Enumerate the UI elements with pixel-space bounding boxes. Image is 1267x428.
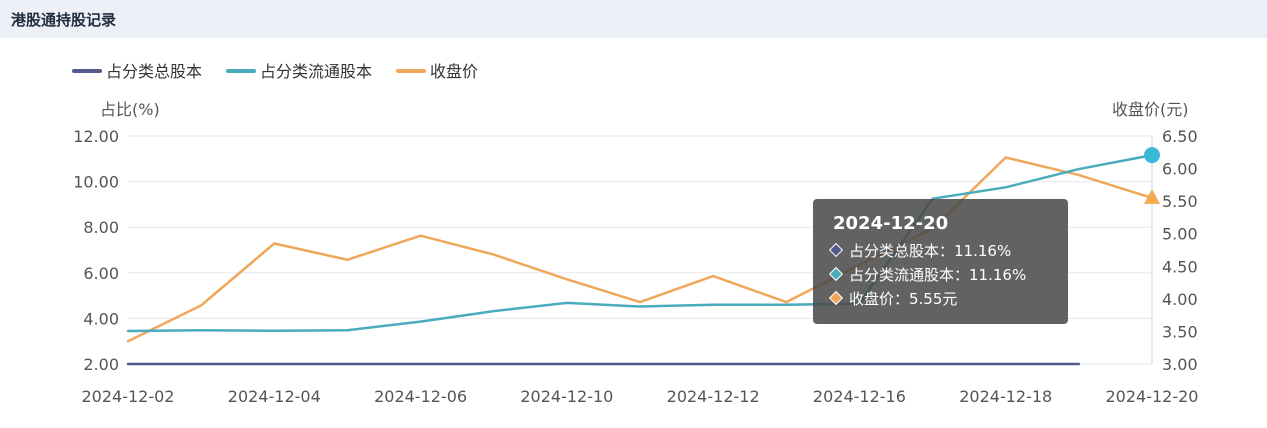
x-tick-label: 2024-12-04 xyxy=(228,387,321,406)
x-tick-label: 2024-12-20 xyxy=(1106,387,1199,406)
y-right-axis-title: 收盘价(元) xyxy=(1112,100,1189,119)
x-tick-label: 2024-12-12 xyxy=(667,387,760,406)
y-left-tick-label: 10.00 xyxy=(73,173,119,192)
diamond-icon xyxy=(828,266,844,281)
chart-tooltip: 2024-12-20 占分类总股本：11.16% 占分类流通股本：11.16% … xyxy=(813,199,1068,324)
y-right-tick-label: 3.50 xyxy=(1162,322,1198,341)
y-right-tick-label: 5.50 xyxy=(1162,192,1198,211)
y-right-tick-label: 3.00 xyxy=(1162,355,1198,374)
diamond-icon xyxy=(828,290,844,305)
series-marker-price xyxy=(1144,188,1160,204)
y-right-tick-label: 4.50 xyxy=(1162,257,1198,276)
legend-label: 占分类流通股本 xyxy=(260,62,372,81)
tooltip-date: 2024-12-20 xyxy=(833,213,949,234)
x-tick-label: 2024-12-06 xyxy=(374,387,467,406)
x-tick-label: 2024-12-02 xyxy=(82,387,175,406)
y-left-tick-label: 4.00 xyxy=(83,309,119,328)
x-tick-label: 2024-12-16 xyxy=(813,387,906,406)
y-left-tick-label: 6.00 xyxy=(83,264,119,283)
tooltip-row-float: 占分类流通股本：11.16% xyxy=(828,264,1027,285)
x-tick-label: 2024-12-10 xyxy=(520,387,613,406)
y-right-tick-label: 6.50 xyxy=(1162,127,1198,146)
series-line-2 xyxy=(126,156,1154,343)
y-right-tick-label: 4.00 xyxy=(1162,290,1198,309)
series-line-1 xyxy=(126,153,1154,333)
tooltip-row-label: 收盘价：5.55元 xyxy=(849,290,958,308)
y-right-tick-label: 5.00 xyxy=(1162,225,1198,244)
y-left-tick-label: 12.00 xyxy=(73,127,119,146)
legend-label: 占分类总股本 xyxy=(106,62,202,81)
y-right-tick-label: 6.00 xyxy=(1162,160,1198,179)
y-left-tick-label: 2.00 xyxy=(83,355,119,374)
y-left-tick-label: 8.00 xyxy=(83,218,119,237)
diamond-icon xyxy=(828,242,844,257)
section-title: 港股通持股记录 xyxy=(11,11,117,29)
y-left-axis-title: 占比(%) xyxy=(100,100,160,119)
section-header: 港股通持股记录 xyxy=(0,0,1267,38)
holding-chart: 2.00 4.00 6.00 8.00 10.00 12.00 3.00 3.50 4.00 4.… xyxy=(72,62,1199,406)
tooltip-row-total: 占分类总股本：11.16% xyxy=(828,240,1012,261)
x-tick-label: 2024-12-18 xyxy=(959,387,1052,406)
tooltip-row-label: 占分类总股本：11.16% xyxy=(849,242,1012,260)
series-marker-float xyxy=(1144,147,1160,164)
tooltip-row-label: 占分类流通股本：11.16% xyxy=(849,266,1027,284)
tooltip-row-price: 收盘价：5.55元 xyxy=(828,288,958,309)
legend-label: 收盘价 xyxy=(430,62,478,81)
